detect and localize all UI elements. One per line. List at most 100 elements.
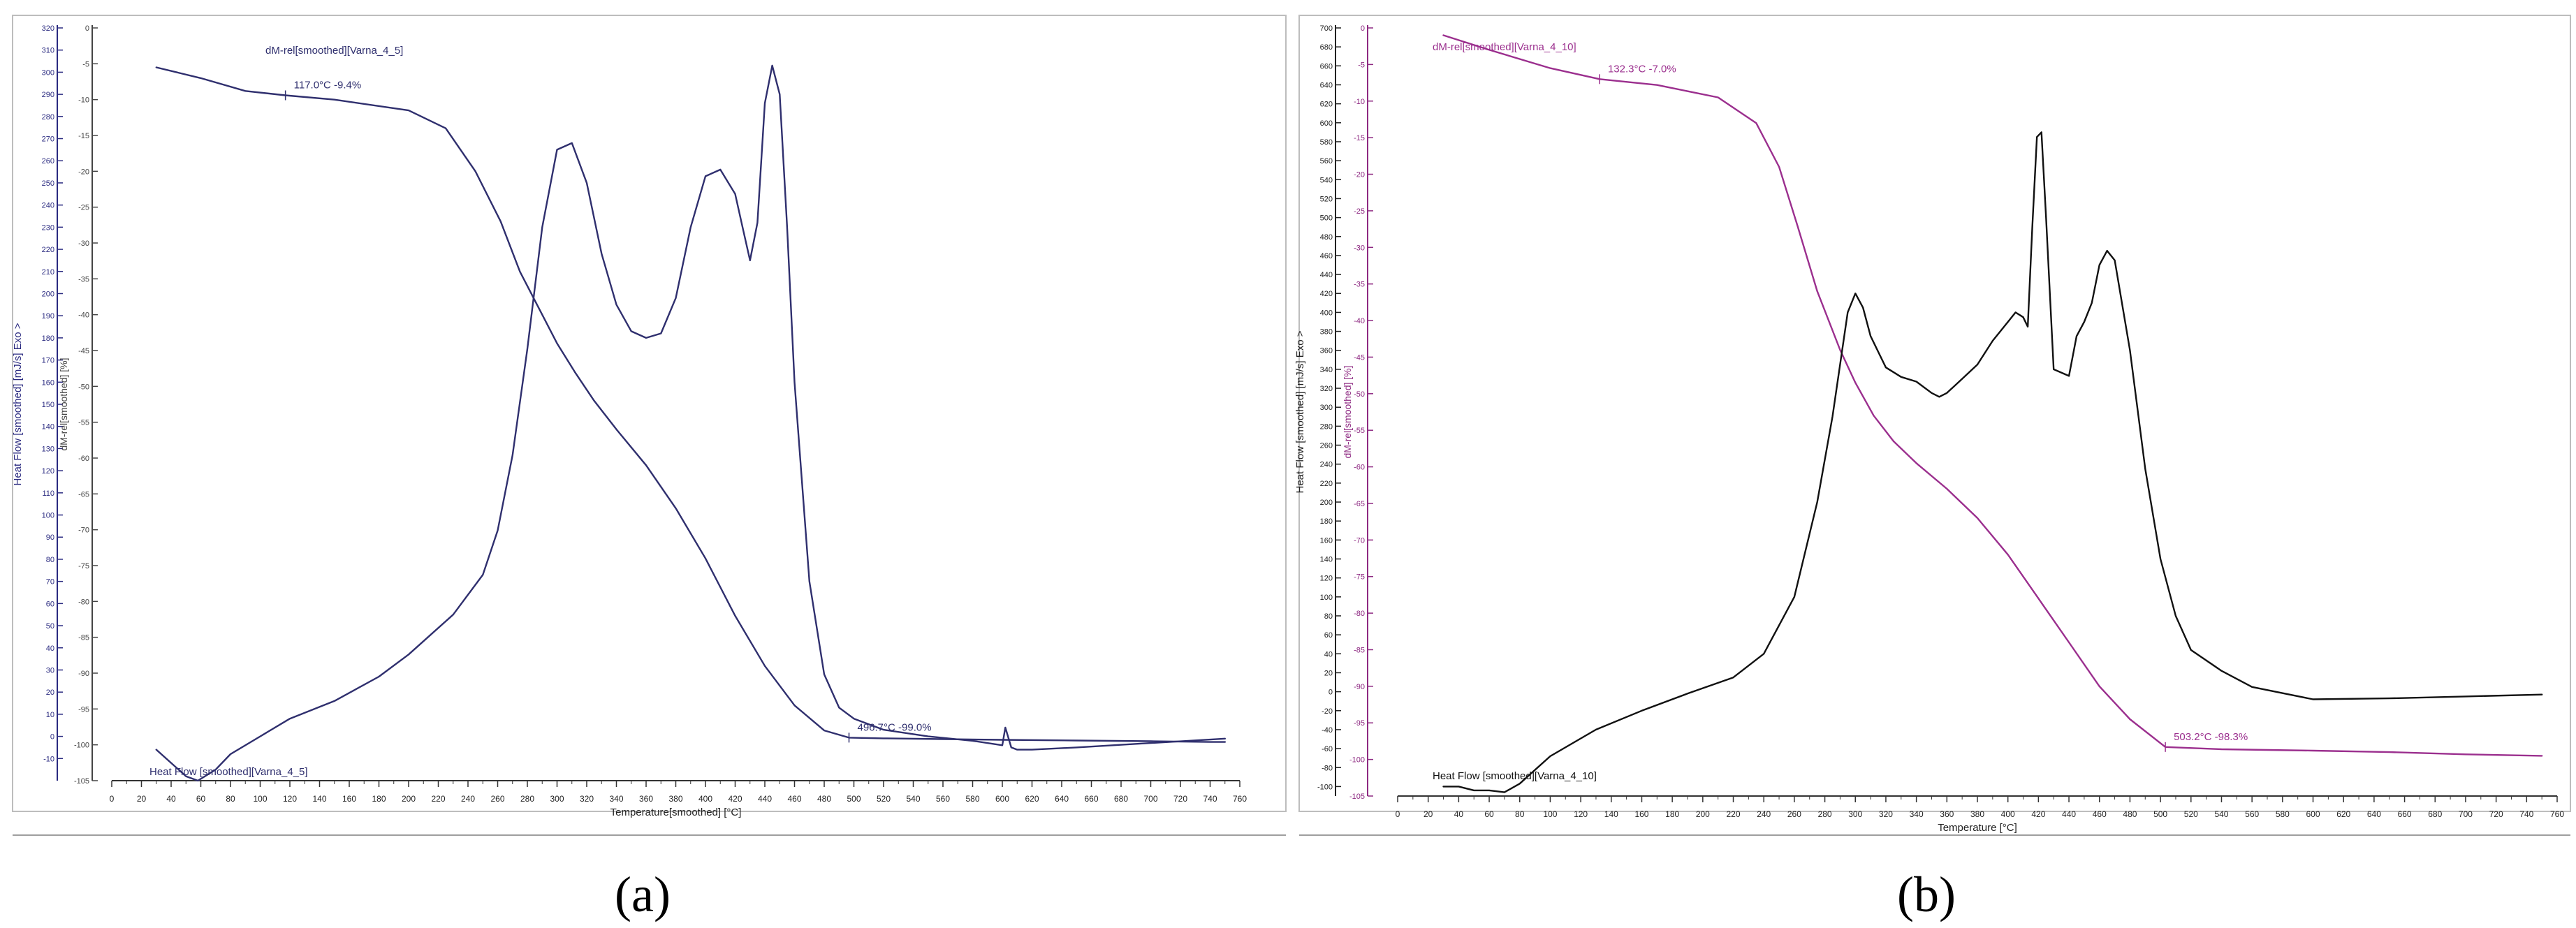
chart-a-frame: [12, 15, 1287, 812]
x-tick-label-a: 580: [965, 794, 979, 804]
x-tick-label-a: 0: [110, 794, 115, 804]
x-tick-label-a: 60: [196, 794, 206, 804]
y-left-tick-label-b: -40: [1322, 726, 1333, 735]
y-mass-tick-label-b: -95: [1354, 719, 1365, 728]
chart-panel-b: (b) 0 20 40 60 80 100 120 140 160 180 200 220 240 260…: [1289, 0, 2576, 928]
x-tick-label-a: 100: [253, 794, 267, 804]
x-tick-label-b: 500: [2153, 809, 2167, 819]
y-left-tick-label-a: 150: [42, 401, 54, 409]
x-tick-label-b: 180: [1665, 809, 1679, 819]
x-tick-label-b: 20: [1424, 809, 1433, 819]
y-left-tick-label-a: 180: [42, 334, 54, 343]
y-left-tick-label-a: 220: [42, 246, 54, 254]
y-mass-tick-label-a: -30: [78, 240, 89, 248]
y-left-tick-label-b: 360: [1320, 347, 1333, 355]
y-left-tick-label-b: 640: [1320, 81, 1333, 89]
annotation-label-b-1: 503.2°C -98.3%: [2174, 731, 2248, 743]
y-left-tick-label-b: 60: [1324, 631, 1333, 640]
x-tick-label-a: 340: [609, 794, 623, 804]
y-left-tick-label-a: 270: [42, 135, 54, 144]
y-mass-tick-label-a: -65: [78, 490, 89, 499]
y-mass-tick-label-a: -100: [74, 742, 89, 750]
y-mass-tick-label-b: -100: [1349, 756, 1365, 765]
y-left-tick-label-a: 140: [42, 423, 54, 432]
series-line-b-heat-flow: [1442, 131, 2543, 793]
x-tick-label-a: 660: [1084, 794, 1098, 804]
y-mass-tick-label-a: -5: [82, 60, 89, 68]
y-mass-tick-label-a: 0: [85, 24, 89, 33]
y-left-tick-label-b: 680: [1320, 43, 1333, 52]
x-tick-label-a: 300: [550, 794, 564, 804]
series-line-b-mass: [1442, 34, 2543, 757]
y-left-tick-label-a: 250: [42, 179, 54, 188]
x-tick-label-b: 560: [2245, 809, 2259, 819]
annotation-label-b-0: 132.3°C -7.0%: [1608, 63, 1676, 75]
y-left-tick-label-b: 180: [1320, 517, 1333, 526]
y-mass-tick-label-a: -40: [78, 311, 89, 320]
y-left-tick-label-a: 20: [46, 688, 54, 697]
chart-b-frame: [1298, 15, 2571, 812]
x-tick-label-a: 500: [847, 794, 861, 804]
y-mass-tick-label-b: -50: [1354, 390, 1365, 399]
y-left-tick-label-b: 560: [1320, 157, 1333, 165]
y-mass-tick-label-b: -30: [1354, 244, 1365, 252]
x-tick-label-b: 280: [1818, 809, 1832, 819]
y-mass-tick-label-a: -15: [78, 132, 89, 140]
x-tick-label-a: 320: [580, 794, 594, 804]
y-left-tick-label-a: 90: [46, 533, 54, 542]
y-left-tick-label-a: 170: [42, 357, 54, 365]
y-mass-tick-label-b: -10: [1354, 98, 1365, 106]
x-tick-label-b: 520: [2184, 809, 2198, 819]
x-tick-label-b: 240: [1757, 809, 1771, 819]
x-tick-label-b: 360: [1940, 809, 1954, 819]
x-tick-label-b: 0: [1396, 809, 1400, 819]
y-left-tick-label-a: 0: [50, 733, 54, 742]
x-tick-label-a: 560: [936, 794, 950, 804]
x-tick-label-a: 620: [1025, 794, 1039, 804]
y-mass-tick-label-b: -85: [1354, 646, 1365, 654]
x-tick-label-b: 760: [2550, 809, 2564, 819]
chart-a-svg: (a) 0 20 40 60 80 100 120 140 160 180 200 220 240 260…: [12, 15, 1287, 922]
y-left-tick-label-b: 440: [1320, 271, 1333, 279]
y-mass-tick-label-b: -25: [1354, 207, 1365, 216]
x-tick-label-a: 240: [461, 794, 475, 804]
annotation-label-a-1: 496.7°C -99.0%: [857, 721, 931, 733]
y-mass-tick-label-a: -70: [78, 526, 89, 535]
y-left-tick-label-a: 320: [42, 24, 54, 33]
y-mass-tick-label-b: -40: [1354, 317, 1365, 325]
y-left-tick-label-b: -100: [1317, 783, 1333, 791]
x-tick-label-a: 680: [1114, 794, 1128, 804]
x-tick-label-a: 540: [906, 794, 920, 804]
y-left-tick-label-a: 310: [42, 47, 54, 55]
y-left-tick-label-a: 80: [46, 556, 54, 564]
y-mass-tick-label-a: -90: [78, 670, 89, 678]
y-left-tick-label-b: 380: [1320, 328, 1333, 337]
y-mass-tick-label-b: -75: [1354, 573, 1365, 582]
x-tick-label-a: 700: [1143, 794, 1157, 804]
y-mass-tick-label-a: -75: [78, 562, 89, 570]
y-left-tick-label-a: 210: [42, 268, 54, 277]
y-left-tick-label-a: 160: [42, 378, 54, 387]
y-left-tick-label-b: 520: [1320, 195, 1333, 203]
y-mass-tick-label-a: -50: [78, 383, 89, 391]
y-mass-tick-label-b: -80: [1354, 610, 1365, 618]
y-mass-tick-label-b: -65: [1354, 500, 1365, 508]
y-mass-tick-label-a: -45: [78, 347, 89, 355]
series-label-b-0: dM-rel[smoothed][Varna_4_10]: [1433, 41, 1576, 53]
y-axis-mass-label-b: dM-rel[smoothed] [%]: [1342, 365, 1353, 458]
y-mass-tick-label-b: -15: [1354, 134, 1365, 142]
y-left-tick-label-b: 660: [1320, 62, 1333, 71]
y-left-tick-label-b: 300: [1320, 404, 1333, 412]
y-left-tick-label-b: 20: [1324, 669, 1333, 677]
y-left-tick-label-b: 600: [1320, 119, 1333, 128]
y-left-tick-label-b: 580: [1320, 138, 1333, 147]
x-tick-label-a: 640: [1055, 794, 1069, 804]
x-tick-label-b: 720: [2489, 809, 2503, 819]
x-tick-label-b: 680: [2428, 809, 2442, 819]
y-left-tick-label-a: 110: [42, 489, 54, 498]
y-left-tick-label-b: 200: [1320, 499, 1333, 507]
x-tick-label-b: 100: [1543, 809, 1557, 819]
y-mass-tick-label-a: -80: [78, 598, 89, 606]
y-left-tick-label-a: 100: [42, 512, 54, 520]
x-tick-label-b: 340: [1910, 809, 1924, 819]
